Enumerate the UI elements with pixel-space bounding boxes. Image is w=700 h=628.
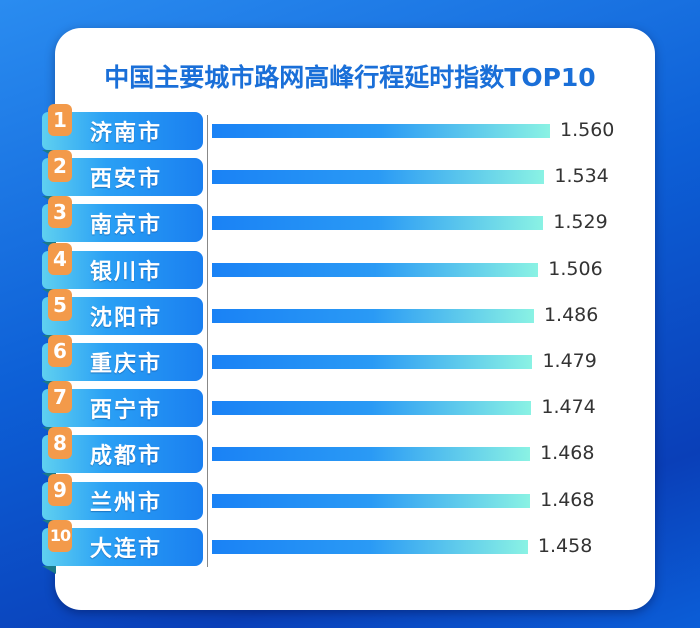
bar-row: 10 大连市 1.458 (0, 519, 700, 574)
label-fold (42, 565, 56, 574)
bar (212, 355, 533, 369)
city-label: 西宁市 (90, 398, 163, 424)
rank-badge: 6 (48, 335, 72, 367)
value-label: 1.458 (537, 534, 593, 557)
bar-row: 6 重庆市 1.479 (0, 335, 700, 389)
city-label: 沈阳市 (90, 305, 163, 331)
city-label: 兰州市 (90, 490, 163, 516)
city-label: 重庆市 (90, 352, 163, 377)
rank-badge: 10 (48, 519, 72, 552)
value-label: 1.479 (542, 350, 597, 372)
value-label: 1.534 (554, 165, 609, 188)
bar-row: 5 沈阳市 1.486 (0, 288, 700, 343)
bar (212, 447, 531, 462)
rank-badge: 8 (48, 427, 72, 460)
value-label: 1.468 (540, 488, 595, 511)
rank-badge: 9 (48, 473, 72, 506)
value-label: 1.486 (543, 303, 599, 326)
bar (212, 401, 532, 416)
rank-badge: 4 (48, 242, 72, 275)
bar (212, 124, 550, 138)
chart-title: 中国主要城市路网高峰行程延时指数TOP10 (104, 63, 596, 92)
bar (212, 539, 528, 554)
value-label: 1.529 (553, 211, 608, 234)
rank-badge: 7 (48, 381, 72, 414)
city-label: 大连市 (90, 536, 163, 562)
bar-row: 4 银川市 1.506 (0, 242, 700, 297)
rank-badge: 5 (48, 288, 72, 321)
rank-badge: 3 (48, 196, 72, 229)
city-label: 南京市 (90, 213, 163, 239)
rank-badge: 2 (48, 150, 72, 183)
city-label: 西安市 (90, 167, 163, 193)
value-label: 1.468 (540, 442, 595, 465)
bar-row: 3 南京市 1.529 (0, 196, 700, 251)
city-label: 成都市 (90, 444, 163, 470)
value-label: 1.474 (541, 396, 596, 419)
city-label: 济南市 (90, 121, 163, 146)
bar-row: 1 济南市 1.560 (0, 104, 700, 158)
city-label: 银川市 (90, 259, 163, 285)
bar (212, 170, 545, 185)
rank-badge: 1 (48, 104, 72, 136)
value-label: 1.560 (560, 119, 615, 141)
value-label: 1.506 (548, 257, 603, 280)
bar (212, 216, 544, 231)
bar-row: 8 成都市 1.468 (0, 427, 700, 482)
bar (212, 262, 539, 277)
bar-row: 9 兰州市 1.468 (0, 473, 700, 528)
bar-row: 7 西宁市 1.474 (0, 381, 700, 436)
bar-row: 2 西安市 1.534 (0, 150, 700, 205)
y-axis-line (207, 115, 208, 567)
bar (212, 493, 531, 508)
bar (212, 308, 534, 323)
